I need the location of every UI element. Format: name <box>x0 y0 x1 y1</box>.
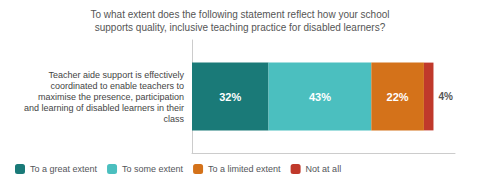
svg-text:To a great extent: To a great extent <box>30 164 98 174</box>
svg-text:32%: 32% <box>219 91 241 103</box>
svg-text:43%: 43% <box>309 91 331 103</box>
svg-text:class: class <box>163 114 184 124</box>
svg-text:To what extent does the follow: To what extent does the following statem… <box>90 9 389 20</box>
svg-text:Teacher aide support is effect: Teacher aide support is effectively <box>49 70 185 80</box>
svg-text:supports quality, inclusive te: supports quality, inclusive teaching pra… <box>95 22 386 33</box>
svg-text:To some extent: To some extent <box>122 164 184 174</box>
svg-text:22%: 22% <box>387 91 409 103</box>
svg-text:maximise the presence, partici: maximise the presence, participation <box>38 92 184 102</box>
svg-text:Not at all: Not at all <box>306 164 342 174</box>
svg-text:4%: 4% <box>438 91 453 102</box>
svg-text:and learning of disabled learn: and learning of disabled learners in the… <box>24 103 184 113</box>
svg-text:coordinated to enable teachers: coordinated to enable teachers to <box>50 81 184 91</box>
svg-text:To a limited extent: To a limited extent <box>208 164 281 174</box>
